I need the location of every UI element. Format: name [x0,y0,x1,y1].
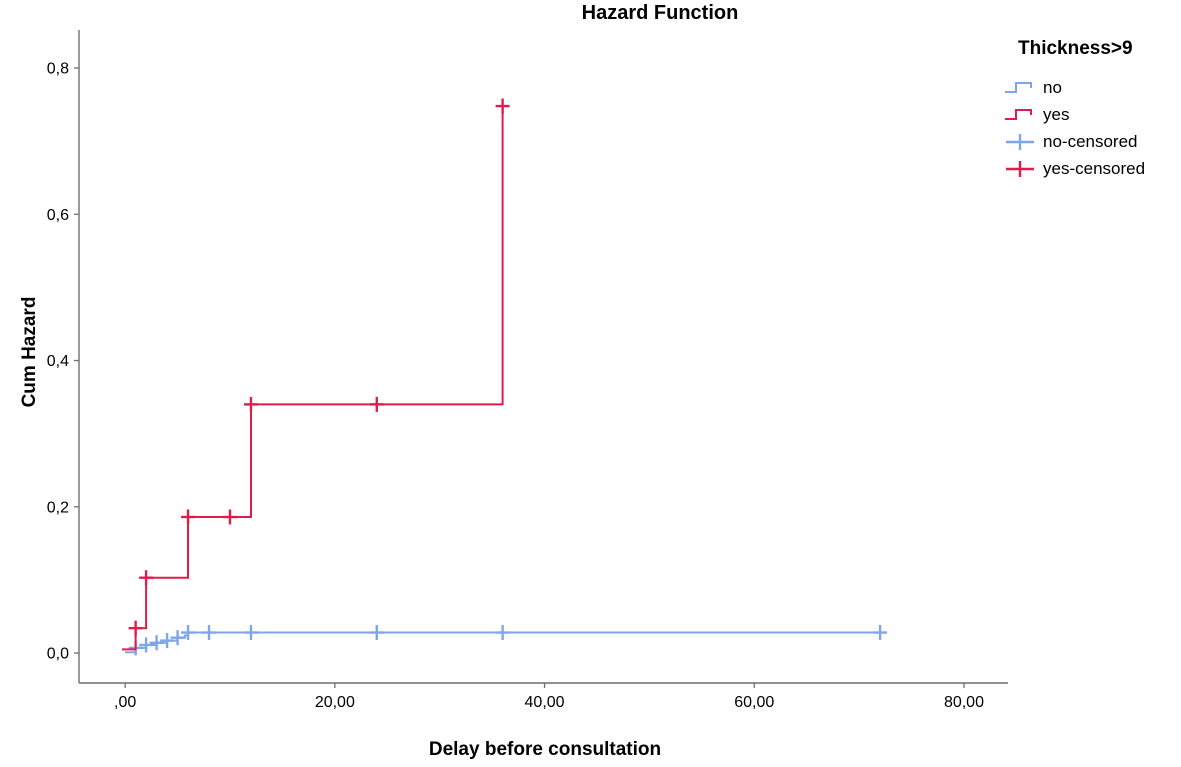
legend: Thickness>9 no yes no-censored yes-censored [1004,38,1181,182]
legend-item-yes: yes [1004,101,1181,128]
chart-title: Hazard Function [581,2,739,24]
legend-title: Thickness>9 [1018,38,1133,59]
series-line-yes [122,106,504,651]
x-tick-label: 80,00 [944,694,984,711]
y-tick-label: 0,6 [47,207,69,224]
step-line-icon [1005,81,1032,93]
y-axis-title: Cum Hazard [19,296,40,408]
x-axis-title: Delay before consultation [428,739,662,760]
y-tick-label: 0,4 [47,353,69,370]
x-tick-label: 40,00 [525,694,565,711]
legend-item-no: no [1004,74,1181,101]
legend-items: no yes no-censored yes-censored [1004,74,1181,182]
y-tick-label: 0,2 [47,499,69,516]
x-tick-label: ,00 [114,694,136,711]
plus-censored-icon [1006,160,1034,177]
legend-item-yes-censored: yes-censored [1004,155,1181,182]
plus-censored-icon [1006,133,1034,150]
legend-item-label: no-censored [1043,131,1138,151]
legend-item-label: yes-censored [1043,158,1146,178]
legend-item-no-censored: no-censored [1004,128,1181,155]
legend-item-label: yes [1043,104,1070,124]
x-tick-label: 60,00 [734,694,774,711]
y-tick-label: 0,8 [47,61,69,78]
step-line-icon [1005,108,1032,120]
x-tick-label: 20,00 [315,694,355,711]
y-tick-label: 0,0 [47,646,69,663]
legend-item-label: no [1043,77,1062,97]
